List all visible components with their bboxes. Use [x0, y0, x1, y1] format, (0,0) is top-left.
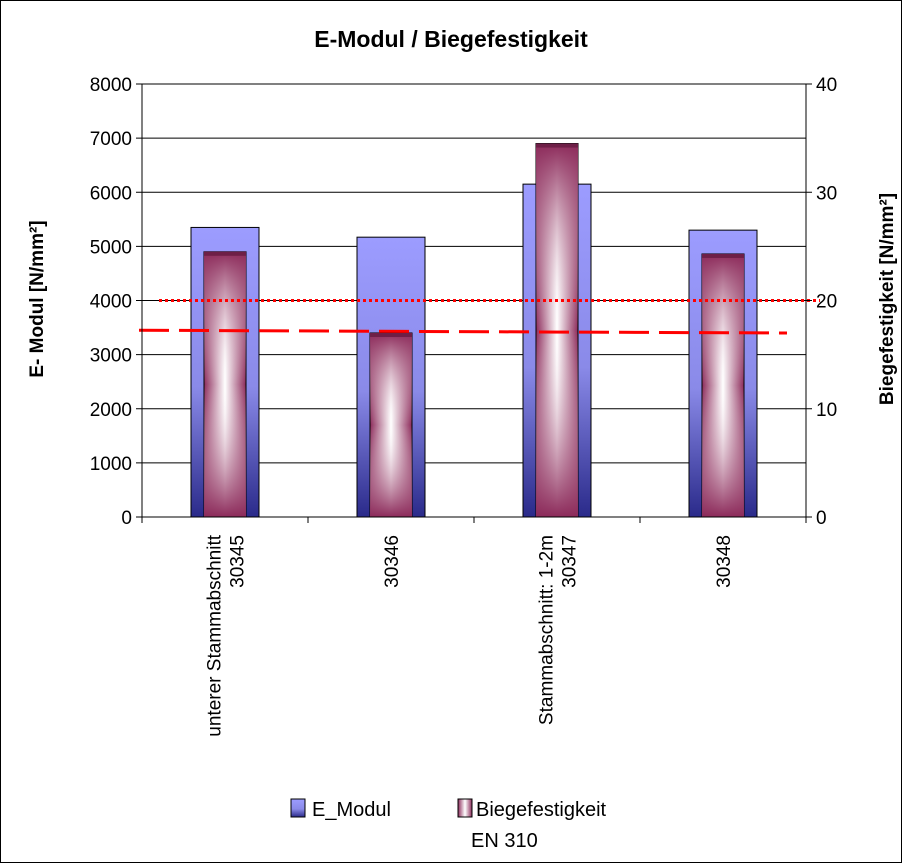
- category-label-2-line-0: Stammabschnitt: 1-2m: [537, 535, 558, 725]
- y-axis-right-label: Biegefestigkeit [N/mm²]: [877, 193, 898, 405]
- legend-swatch-e-modul: [290, 798, 306, 818]
- legend: E_Modul Biegefestigkeit EN 310: [290, 798, 607, 852]
- chart-title: E-Modul / Biegefestigkeit: [314, 26, 588, 52]
- y-left-tick-label-1: 1000: [90, 454, 132, 475]
- y-left-tick-label-6: 6000: [90, 183, 132, 204]
- bar-biegefestigkeit-shade-2: [536, 143, 578, 517]
- y-left-tick-label-7: 7000: [90, 129, 132, 150]
- bar-biegefestigkeit-top-1: [370, 332, 412, 337]
- y-right-tick-label-1: 10: [816, 400, 837, 421]
- y-right-tick-label-4: 40: [816, 75, 837, 96]
- bar-biegefestigkeit-shade-3: [702, 253, 744, 517]
- legend-label-biegefestigkeit-line1: Biegefestigkeit: [476, 799, 607, 821]
- bar-biegefestigkeit-shade-0: [204, 251, 246, 517]
- y-right-tick-label-3: 30: [816, 183, 837, 204]
- category-label-0-line-1: 30345: [228, 535, 249, 588]
- y-left-tick-label-0: 0: [121, 508, 132, 529]
- reference-lines: [138, 299, 820, 335]
- bar-biegefestigkeit-shade-1: [370, 332, 412, 517]
- bar-biegefestigkeit-top-3: [702, 253, 744, 258]
- y-axis-left-label: E- Modul [N/mm²]: [27, 220, 48, 377]
- biegefestigkeit-bars: [203, 143, 745, 518]
- y-left-tick-label-3: 3000: [90, 346, 132, 367]
- e-modul-bars: [190, 183, 758, 518]
- reference-line-dashed: [138, 328, 788, 335]
- y-right-tick-label-2: 20: [816, 292, 837, 313]
- y-right-tick-label-0: 0: [816, 508, 827, 529]
- y-left-tick-label-2: 2000: [90, 400, 132, 421]
- y-left-tick-label-5: 5000: [90, 237, 132, 258]
- x-axis-categories: unterer Stammabschnitt 30345 30346 Stammabs…: [205, 534, 736, 736]
- legend-label-biegefestigkeit-line2: EN 310: [471, 830, 538, 852]
- category-label-1-line-0: 30346: [382, 535, 403, 588]
- category-label-0-line-0: unterer Stammabschnitt: [205, 534, 226, 736]
- legend-label-e-modul: E_Modul: [312, 799, 391, 821]
- category-label-3-line-0: 30348: [714, 535, 735, 588]
- y-axis-left-ticks: 0 1000 2000 3000 4000 5000 6000 7000 8000: [90, 75, 142, 529]
- category-label-2-line-1: 30347: [560, 535, 581, 588]
- legend-swatch-biegefestigkeit: [457, 798, 473, 818]
- y-left-tick-label-8: 8000: [90, 75, 132, 96]
- bar-biegefestigkeit-top-2: [536, 143, 578, 148]
- y-left-tick-label-4: 4000: [90, 292, 132, 313]
- y-axis-right-ticks: 0 10 20 30 40: [806, 75, 837, 529]
- bar-biegefestigkeit-top-0: [204, 251, 246, 256]
